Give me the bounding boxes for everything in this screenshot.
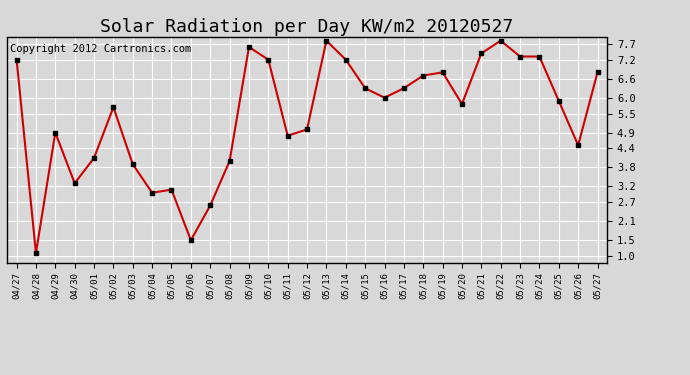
Text: Copyright 2012 Cartronics.com: Copyright 2012 Cartronics.com (10, 44, 191, 54)
Title: Solar Radiation per Day KW/m2 20120527: Solar Radiation per Day KW/m2 20120527 (101, 18, 513, 36)
